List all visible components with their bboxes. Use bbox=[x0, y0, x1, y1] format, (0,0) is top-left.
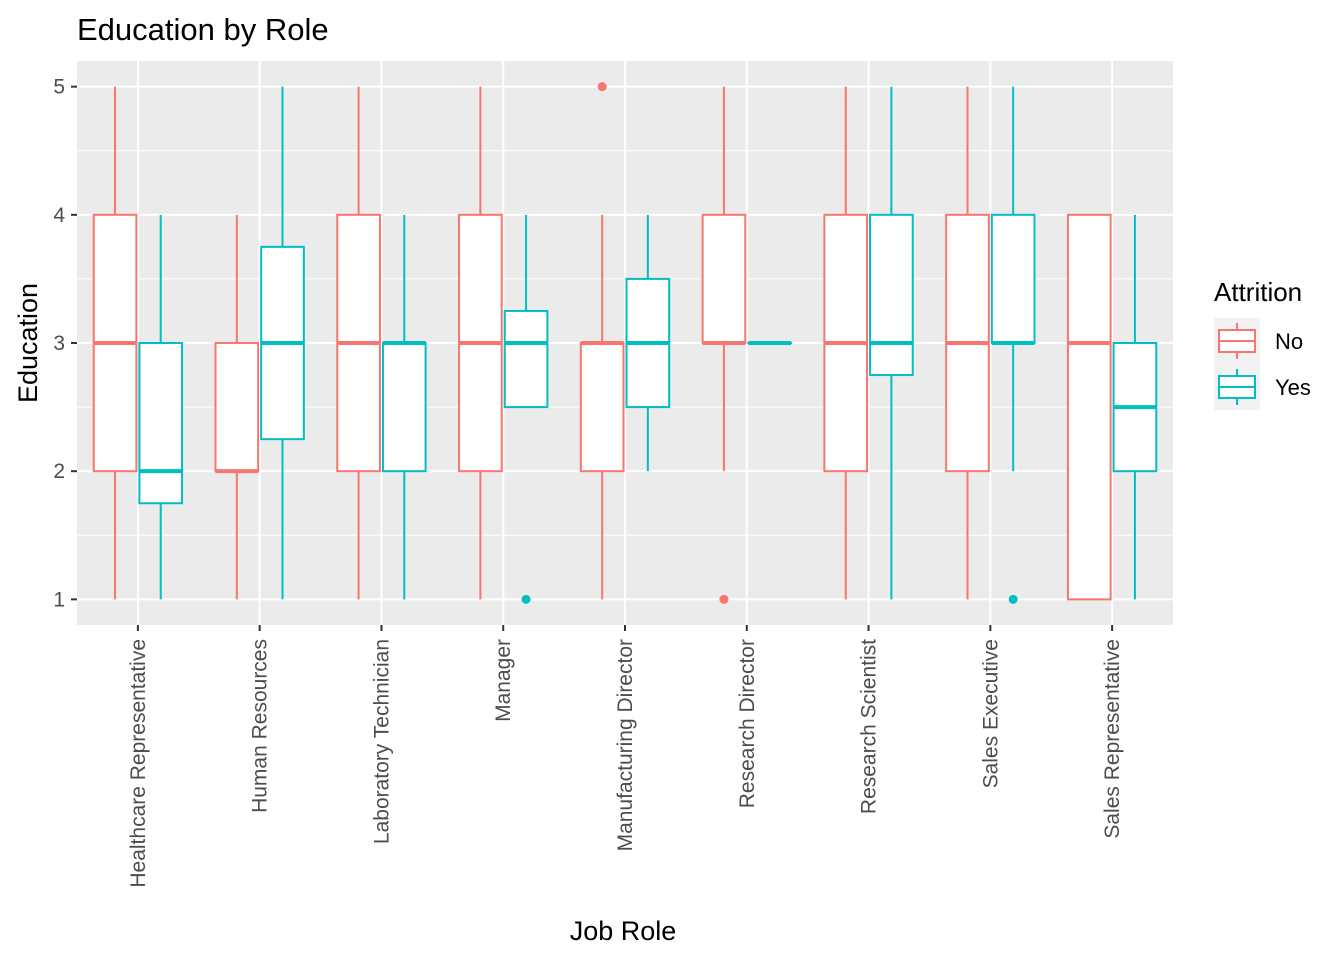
y-tick-label: 1 bbox=[53, 588, 65, 611]
legend-label: Yes bbox=[1275, 375, 1311, 400]
box bbox=[1066, 213, 1112, 601]
boxplot-no-6 bbox=[823, 86, 869, 600]
x-tick-label: Research Director bbox=[736, 639, 759, 808]
boxplot-no-0 bbox=[92, 86, 138, 600]
box bbox=[381, 342, 427, 473]
x-tick-label: Research Scientist bbox=[858, 639, 881, 814]
boxplot-yes-1 bbox=[260, 86, 305, 600]
marks-layer bbox=[92, 82, 1158, 604]
box bbox=[869, 213, 914, 377]
legend-title: Attrition bbox=[1214, 277, 1302, 307]
boxplot-no-2 bbox=[336, 86, 381, 600]
boxplot-yes-4 bbox=[625, 214, 671, 472]
x-axis-title: Job Role bbox=[570, 916, 677, 946]
x-tick-label: Healthcare Representative bbox=[127, 639, 150, 888]
box bbox=[990, 213, 1036, 344]
boxplot-no-4 bbox=[579, 82, 625, 600]
boxplot-no-7 bbox=[945, 86, 990, 600]
y-axis-title: Education bbox=[13, 283, 43, 403]
x-tick-label: Sales Representative bbox=[1101, 639, 1124, 839]
outlier-point bbox=[521, 594, 531, 604]
boxplot-yes-7 bbox=[990, 86, 1036, 604]
axes-layer: 1 2 3 4 5 Healthcare Representative Human Reso… bbox=[53, 76, 1124, 888]
x-tick-label: Laboratory Technician bbox=[370, 639, 393, 844]
legend-key-yes: Yes bbox=[1214, 364, 1311, 410]
box bbox=[503, 309, 549, 409]
y-tick-label: 3 bbox=[53, 332, 65, 355]
grid-layer bbox=[77, 61, 1173, 625]
outlier-point bbox=[1008, 594, 1018, 604]
boxplot-yes-3 bbox=[503, 214, 549, 604]
outlier-point bbox=[719, 594, 729, 604]
box bbox=[214, 342, 260, 473]
outlier-point bbox=[597, 82, 607, 92]
chart-title: Education by Role bbox=[77, 12, 329, 47]
boxplot-no-8 bbox=[1066, 213, 1112, 601]
boxplot-yes-6 bbox=[869, 86, 914, 600]
x-tick-label: Manager bbox=[492, 639, 515, 722]
x-tick-label: Human Resources bbox=[249, 639, 272, 813]
legend: Attrition No Yes bbox=[1214, 277, 1311, 410]
boxplot-no-3 bbox=[458, 86, 503, 600]
y-tick-label: 5 bbox=[53, 76, 65, 99]
y-tick-label: 4 bbox=[53, 204, 65, 227]
y-tick-label: 2 bbox=[53, 460, 65, 483]
boxplot-yes-0 bbox=[138, 214, 184, 600]
boxplot-no-1 bbox=[214, 214, 260, 600]
x-tick-label: Manufacturing Director bbox=[614, 639, 637, 851]
box bbox=[701, 213, 747, 344]
box bbox=[138, 342, 184, 505]
x-tick-label: Sales Executive bbox=[979, 639, 1002, 788]
boxplot-yes-8 bbox=[1112, 214, 1158, 600]
boxplot-no-5 bbox=[701, 86, 747, 604]
legend-keys: No Yes bbox=[1214, 318, 1311, 410]
boxplot-yes-2 bbox=[381, 214, 427, 600]
legend-key-no: No bbox=[1214, 318, 1303, 364]
legend-label: No bbox=[1275, 329, 1303, 354]
box bbox=[579, 342, 625, 473]
